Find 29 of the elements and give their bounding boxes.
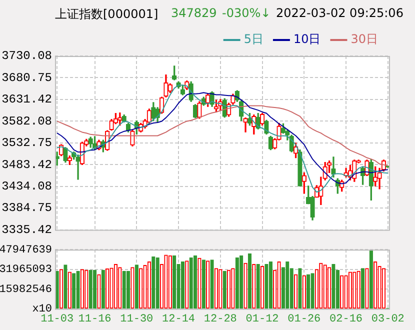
y-tick-label: 3680.75 [2, 70, 52, 85]
x-tick-label: 11-16 [78, 313, 112, 326]
text: -030%↓ [222, 6, 271, 20]
y-tick-label: 3631.42 [2, 92, 52, 107]
x-tick-label: 11-30 [120, 313, 154, 326]
y-tick-label: 3434.08 [2, 180, 52, 194]
candlestick [76, 154, 80, 180]
y-tick-label: 3384.75 [2, 201, 52, 216]
y-tick-label: 3483.42 [2, 158, 52, 172]
y-tick-label: 3335.42 [2, 222, 52, 237]
x-tick-label: 11-03 [40, 313, 74, 326]
y-tick-label: 3532.75 [2, 136, 52, 150]
x-tick-label: 02-16 [330, 313, 363, 326]
y-tick-label: 47947639 [0, 244, 52, 257]
legend-label: 10日 [293, 32, 321, 46]
x-tick-label: 12-14 [162, 313, 196, 326]
y-tick-label: 31965093 [0, 264, 52, 276]
legend-label: 30日 [350, 32, 378, 46]
legend-label: 5日 [244, 32, 264, 46]
y-tick-label: 3582.08 [2, 114, 52, 128]
x-tick-label: 12-28 [204, 313, 237, 326]
x-tick-label: 01-26 [288, 313, 321, 326]
text: 347829 [171, 6, 217, 20]
text: 2022-03-02 09:25:06 [276, 6, 404, 20]
x-tick-label: 01-12 [246, 313, 279, 326]
y-tick-label: 15982546 [0, 284, 52, 296]
y-tick-label: 3730.08 [2, 49, 52, 64]
x-tick-label: 03-02 [371, 313, 404, 326]
chart-title: 上证指数[000001] [55, 6, 158, 23]
